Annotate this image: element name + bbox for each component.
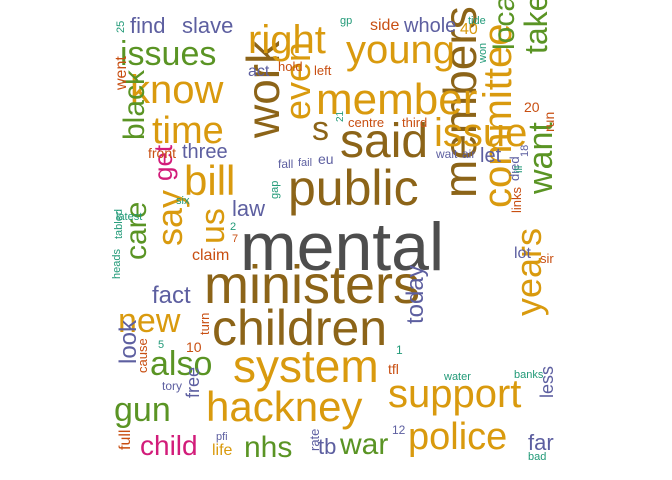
word-won: won [477, 42, 489, 63]
word-40: 40 [460, 21, 478, 38]
word-20: 20 [524, 99, 540, 115]
word-wait: wait [436, 147, 458, 161]
word-12: 12 [392, 423, 406, 437]
word-hold: hold [278, 59, 303, 74]
word-far: far [528, 430, 554, 455]
word-eu: eu [318, 151, 334, 167]
word-centre: centre [348, 115, 385, 130]
word-tabled: tabled [113, 209, 125, 239]
word-time: time [152, 110, 224, 152]
word-water: water [444, 371, 471, 383]
word-fact: fact [152, 282, 191, 309]
word-us: us [194, 208, 232, 244]
word-whole: whole [404, 15, 457, 37]
word-system: system [233, 340, 379, 392]
word-even: even [277, 41, 318, 120]
word-mental: mental [240, 209, 445, 285]
word-turn: turn [197, 312, 212, 335]
word-run: run [541, 111, 557, 132]
word-children: children [212, 300, 388, 356]
word-heads: heads [111, 249, 123, 279]
word-nhs: nhs [244, 431, 293, 464]
word-said: said [340, 115, 429, 168]
word-today: today [402, 265, 429, 324]
word-front: front [148, 145, 177, 161]
word-fall: fall [278, 157, 294, 171]
word-tide: tide [468, 15, 486, 27]
word-went: went [113, 56, 130, 90]
word-bill: bill [184, 157, 236, 204]
word-pfi: pfi [216, 431, 228, 443]
word-public: public [288, 160, 419, 216]
word-18: 18 [519, 144, 531, 157]
word-ill: ill [513, 165, 525, 173]
word-young: young [346, 28, 455, 72]
word-know: know [130, 68, 224, 112]
word-issues: issues [120, 35, 217, 73]
word-war: war [340, 428, 389, 461]
word-latest: latest [116, 211, 143, 223]
word-s: s [312, 110, 329, 148]
word-1: 1 [396, 343, 403, 357]
word-support: support [388, 372, 522, 416]
word-7: 7 [232, 233, 239, 245]
word-police: police [408, 416, 508, 458]
word-free: free [183, 366, 203, 398]
word-new: new [118, 302, 181, 340]
word-act: act [248, 63, 270, 80]
word-life: life [212, 442, 233, 459]
word-take: take [518, 0, 554, 54]
word-local: local [488, 0, 521, 50]
word-gp: gp [340, 15, 353, 27]
word-21: 21 [335, 110, 346, 122]
word-2: 2 [230, 221, 237, 233]
word-tb: tb [318, 434, 337, 459]
word-six: six [176, 195, 190, 207]
word-slave: slave [182, 13, 234, 38]
word-side: side [370, 17, 400, 34]
word-10: 10 [186, 339, 202, 355]
word-25: 25 [115, 20, 127, 33]
word-ministers: ministers [204, 255, 421, 315]
word-hackney: hackney [206, 383, 363, 430]
word-cause: cause [135, 338, 150, 373]
word-let: let [480, 145, 502, 167]
word-banks: banks [514, 369, 544, 381]
word-years: years [508, 227, 549, 316]
word-sir: sir [540, 251, 554, 266]
word-left: left [314, 63, 332, 78]
word-gun: gun [114, 391, 171, 429]
word-tory: tory [162, 379, 183, 393]
word-law: law [232, 196, 266, 221]
word-full: full [117, 429, 134, 450]
word-bad: bad [528, 451, 547, 463]
word-member: member [316, 75, 478, 124]
word-want: want [522, 122, 560, 194]
word-rate: rate [307, 428, 322, 451]
word-three: three [182, 141, 228, 163]
word-child: child [140, 430, 198, 461]
word-right: right [248, 18, 326, 62]
word-links: links [509, 186, 524, 213]
word-gap: gap [269, 180, 281, 199]
word-lot: lot [514, 245, 531, 262]
word-5: 5 [158, 339, 165, 351]
word-third: third [402, 115, 428, 130]
word-find: find [130, 13, 166, 38]
word-issue: issue [434, 111, 528, 155]
word-air: air [462, 147, 476, 161]
word-claim: claim [192, 247, 230, 264]
word-fail: fail [298, 157, 313, 169]
word-also: also [150, 345, 213, 383]
word-tfl: tfl [388, 361, 399, 377]
